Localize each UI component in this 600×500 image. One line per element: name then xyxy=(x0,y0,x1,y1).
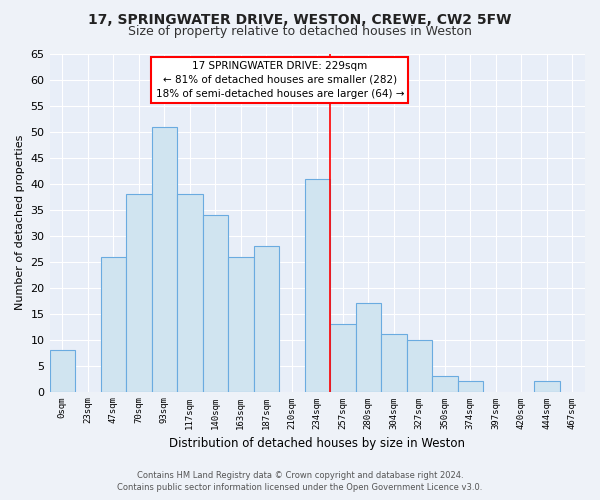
Bar xyxy=(407,340,432,392)
Bar xyxy=(356,304,381,392)
Bar xyxy=(228,256,254,392)
Text: 17 SPRINGWATER DRIVE: 229sqm
← 81% of detached houses are smaller (282)
18% of s: 17 SPRINGWATER DRIVE: 229sqm ← 81% of de… xyxy=(155,61,404,99)
Bar xyxy=(381,334,407,392)
Bar xyxy=(101,256,126,392)
Bar xyxy=(203,215,228,392)
X-axis label: Distribution of detached houses by size in Weston: Distribution of detached houses by size … xyxy=(169,437,465,450)
Bar xyxy=(177,194,203,392)
Bar xyxy=(126,194,152,392)
Bar xyxy=(330,324,356,392)
Text: 17, SPRINGWATER DRIVE, WESTON, CREWE, CW2 5FW: 17, SPRINGWATER DRIVE, WESTON, CREWE, CW… xyxy=(88,12,512,26)
Text: Size of property relative to detached houses in Weston: Size of property relative to detached ho… xyxy=(128,25,472,38)
Bar xyxy=(458,381,483,392)
Bar xyxy=(152,126,177,392)
Bar xyxy=(432,376,458,392)
Bar xyxy=(305,178,330,392)
Bar xyxy=(254,246,279,392)
Y-axis label: Number of detached properties: Number of detached properties xyxy=(15,135,25,310)
Text: Contains HM Land Registry data © Crown copyright and database right 2024.
Contai: Contains HM Land Registry data © Crown c… xyxy=(118,471,482,492)
Bar xyxy=(534,381,560,392)
Bar xyxy=(50,350,75,392)
